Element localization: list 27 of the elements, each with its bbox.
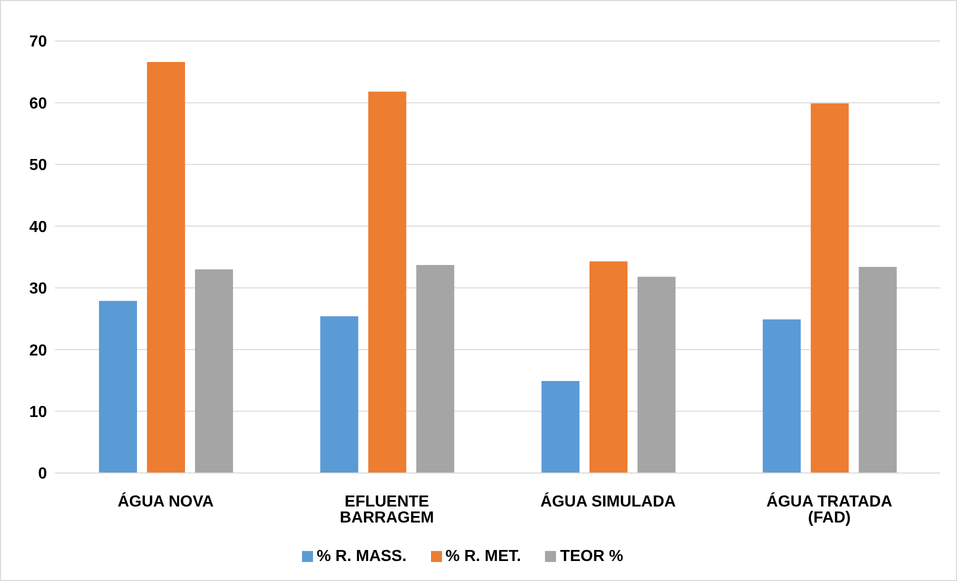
bar bbox=[858, 266, 897, 473]
y-tick-label: 70 bbox=[29, 34, 48, 51]
bar bbox=[195, 269, 233, 473]
legend-label: % R. MASS. bbox=[316, 548, 407, 565]
y-tick-label: 30 bbox=[29, 280, 48, 298]
x-tick-label: EFLUENTE BARRAGEM bbox=[340, 493, 434, 526]
y-tick-label: 40 bbox=[29, 218, 48, 236]
y-tick-label: 50 bbox=[29, 157, 48, 174]
bar bbox=[320, 316, 358, 473]
bar bbox=[590, 261, 628, 473]
y-tick-label: 20 bbox=[29, 342, 48, 360]
x-tick-label: ÁGUA NOVA bbox=[118, 491, 214, 510]
bar bbox=[147, 62, 185, 473]
legend-label: TEOR % bbox=[560, 548, 624, 565]
bar bbox=[762, 319, 801, 473]
x-tick-label: ÁGUA SIMULADA bbox=[540, 491, 676, 510]
y-tick-label: 60 bbox=[29, 95, 48, 112]
bar bbox=[416, 265, 454, 473]
bar bbox=[810, 103, 849, 473]
bar bbox=[99, 300, 137, 473]
y-tick-label: 10 bbox=[29, 404, 48, 421]
bar bbox=[542, 381, 580, 473]
legend-label: % R. MET. bbox=[446, 548, 522, 565]
bar bbox=[638, 276, 676, 473]
bar bbox=[368, 92, 406, 473]
y-tick-label: 0 bbox=[38, 466, 48, 483]
x-tick-label: ÁGUA TRATADA (FAD) bbox=[766, 491, 893, 526]
